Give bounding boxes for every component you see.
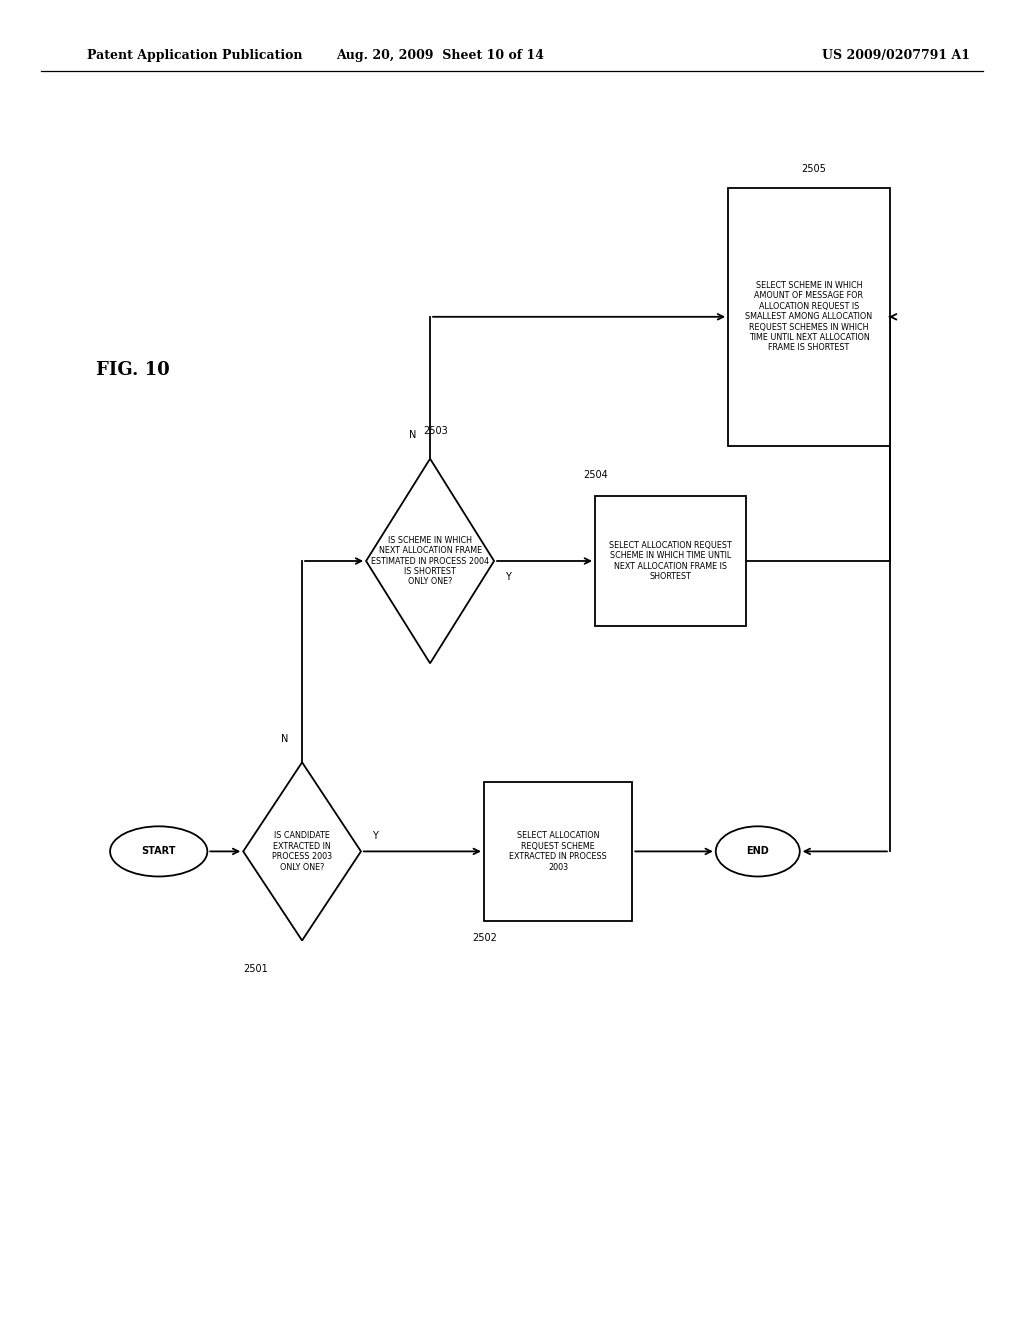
Text: IS SCHEME IN WHICH
NEXT ALLOCATION FRAME
ESTIMATED IN PROCESS 2004
IS SHORTEST
O: IS SCHEME IN WHICH NEXT ALLOCATION FRAME… [371,536,489,586]
Text: START: START [141,846,176,857]
Text: END: END [746,846,769,857]
Text: 2502: 2502 [472,933,497,944]
Text: Aug. 20, 2009  Sheet 10 of 14: Aug. 20, 2009 Sheet 10 of 14 [336,49,545,62]
FancyBboxPatch shape [728,189,890,446]
Text: SELECT SCHEME IN WHICH
AMOUNT OF MESSAGE FOR
ALLOCATION REQUEST IS
SMALLEST AMON: SELECT SCHEME IN WHICH AMOUNT OF MESSAGE… [745,281,872,352]
Text: Y: Y [506,572,511,582]
Text: IS CANDIDATE
EXTRACTED IN
PROCESS 2003
ONLY ONE?: IS CANDIDATE EXTRACTED IN PROCESS 2003 O… [272,832,332,871]
Text: Patent Application Publication: Patent Application Publication [87,49,302,62]
Text: SELECT ALLOCATION REQUEST
SCHEME IN WHICH TIME UNTIL
NEXT ALLOCATION FRAME IS
SH: SELECT ALLOCATION REQUEST SCHEME IN WHIC… [609,541,732,581]
Ellipse shape [111,826,207,876]
Text: N: N [281,734,289,743]
Ellipse shape [716,826,800,876]
Text: 2503: 2503 [423,425,447,436]
Text: 2505: 2505 [802,164,826,174]
FancyBboxPatch shape [595,496,746,626]
Text: US 2009/0207791 A1: US 2009/0207791 A1 [822,49,970,62]
Text: 2504: 2504 [584,470,608,480]
Text: Y: Y [373,830,378,841]
Polygon shape [367,459,494,664]
Polygon shape [244,763,360,940]
Text: SELECT ALLOCATION
REQUEST SCHEME
EXTRACTED IN PROCESS
2003: SELECT ALLOCATION REQUEST SCHEME EXTRACT… [509,832,607,871]
FancyBboxPatch shape [484,781,633,921]
Text: 2501: 2501 [244,964,268,974]
Text: FIG. 10: FIG. 10 [96,360,170,379]
Text: N: N [409,430,417,440]
